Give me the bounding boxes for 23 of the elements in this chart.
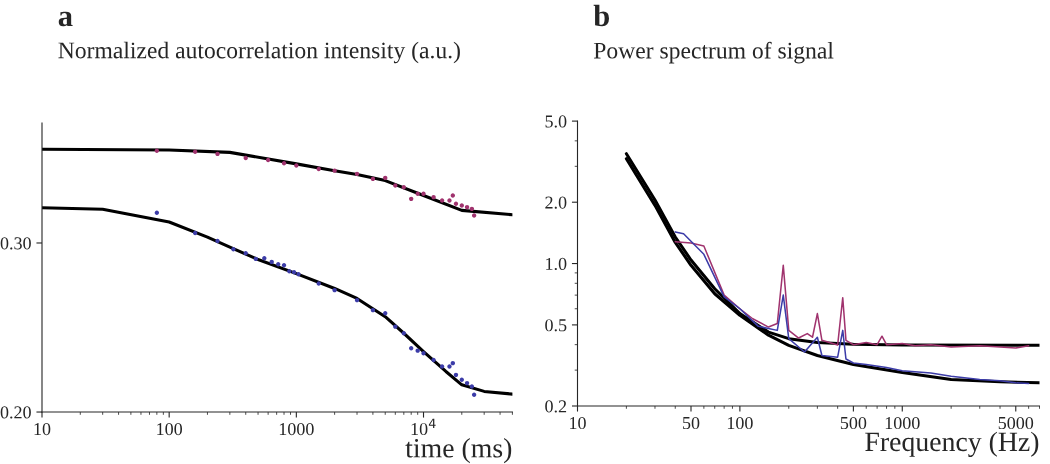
x-tick-label: 10 (570, 416, 586, 430)
chart-title: a (58, 11, 73, 27)
y-axis-title: Normalized autocorrelation intensity (a.u.) (58, 41, 460, 64)
x-tick-label: 500 (840, 416, 867, 430)
y-tick-label: 0.5 (545, 319, 567, 332)
x-tick-label: 50 (683, 416, 700, 430)
chart-title: b (593, 4, 610, 27)
x-axis-title: time (ms) (405, 438, 512, 464)
x-axis-title: Frequency (Hz) (865, 431, 1039, 457)
y-tick-label: 1.0 (546, 257, 567, 271)
x-tick-label: 1000 (279, 422, 314, 436)
y-tick-label: 2.0 (545, 196, 567, 209)
x-tick-label: 100 (727, 416, 753, 430)
x-tick-label: 10$^{4}$ (411, 418, 436, 436)
x-tick-label: 100 (157, 422, 183, 436)
y-tick-label: 0.30 (0, 237, 31, 250)
y-tick-label: 0.2 (545, 400, 567, 413)
y-axis-title: Power spectrum of signal (593, 41, 834, 64)
x-tick-label: 1000 (885, 416, 920, 430)
x-tick-label: 5000 (998, 416, 1034, 430)
x-tick-label: 10 (34, 422, 51, 436)
y-tick-label: 0.20 (0, 406, 31, 419)
y-tick-label: 5.0 (545, 115, 567, 128)
